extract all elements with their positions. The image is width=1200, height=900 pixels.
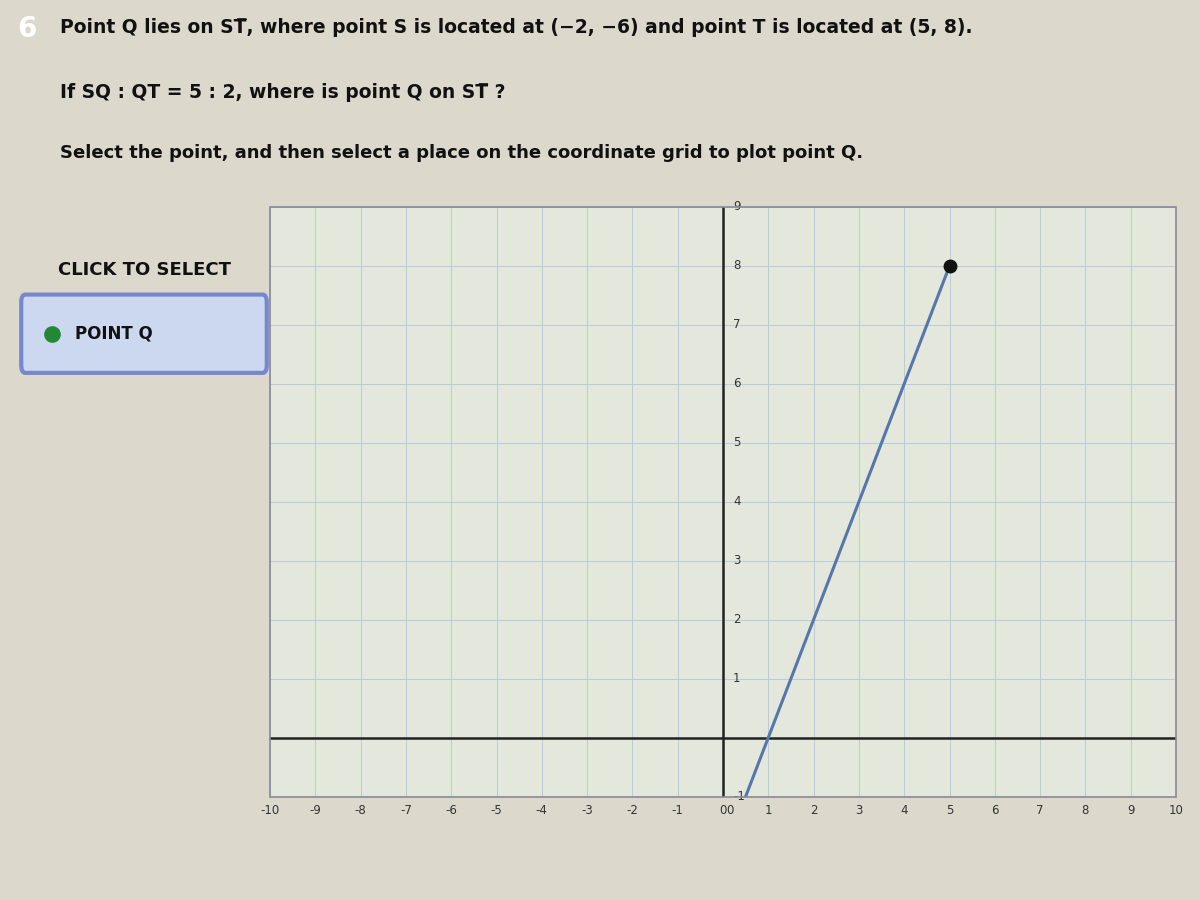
Text: If SQ : QT = 5 : 2, where is point Q on ST̅ ?: If SQ : QT = 5 : 2, where is point Q on … <box>60 83 505 102</box>
Text: -2: -2 <box>626 804 638 816</box>
Text: POINT Q: POINT Q <box>76 325 154 343</box>
Text: 3: 3 <box>733 554 740 567</box>
Text: 2: 2 <box>733 613 740 626</box>
Text: 4: 4 <box>900 804 908 816</box>
Text: 6: 6 <box>733 377 740 391</box>
Text: 4: 4 <box>733 495 740 508</box>
Text: 6: 6 <box>17 15 37 43</box>
Text: 1: 1 <box>764 804 772 816</box>
Text: 8: 8 <box>733 259 740 273</box>
Text: -1: -1 <box>672 804 684 816</box>
Text: -6: -6 <box>445 804 457 816</box>
Text: -7: -7 <box>400 804 412 816</box>
Text: -8: -8 <box>355 804 366 816</box>
Text: -5: -5 <box>491 804 503 816</box>
Text: -10: -10 <box>260 804 280 816</box>
Text: 10: 10 <box>1169 804 1183 816</box>
Text: -9: -9 <box>310 804 322 816</box>
Text: 9: 9 <box>733 201 740 213</box>
Text: -1: -1 <box>733 790 745 803</box>
Text: Select the point, and then select a place on the coordinate grid to plot point Q: Select the point, and then select a plac… <box>60 144 863 162</box>
Text: 5: 5 <box>733 436 740 449</box>
Text: 0: 0 <box>726 804 733 816</box>
Text: 0: 0 <box>719 804 727 816</box>
Text: 6: 6 <box>991 804 998 816</box>
Text: 1: 1 <box>733 672 740 685</box>
Text: -4: -4 <box>536 804 547 816</box>
Text: 7: 7 <box>733 319 740 331</box>
Text: 7: 7 <box>1037 804 1044 816</box>
FancyBboxPatch shape <box>22 294 266 373</box>
Text: -3: -3 <box>581 804 593 816</box>
Text: 9: 9 <box>1127 804 1134 816</box>
Text: 8: 8 <box>1081 804 1090 816</box>
Text: 5: 5 <box>946 804 953 816</box>
Text: CLICK TO SELECT: CLICK TO SELECT <box>58 261 230 279</box>
Text: 3: 3 <box>856 804 863 816</box>
Text: Point Q lies on ST̅, where point S is located at (−2, −6) and point T is located: Point Q lies on ST̅, where point S is lo… <box>60 18 972 37</box>
Text: 2: 2 <box>810 804 817 816</box>
